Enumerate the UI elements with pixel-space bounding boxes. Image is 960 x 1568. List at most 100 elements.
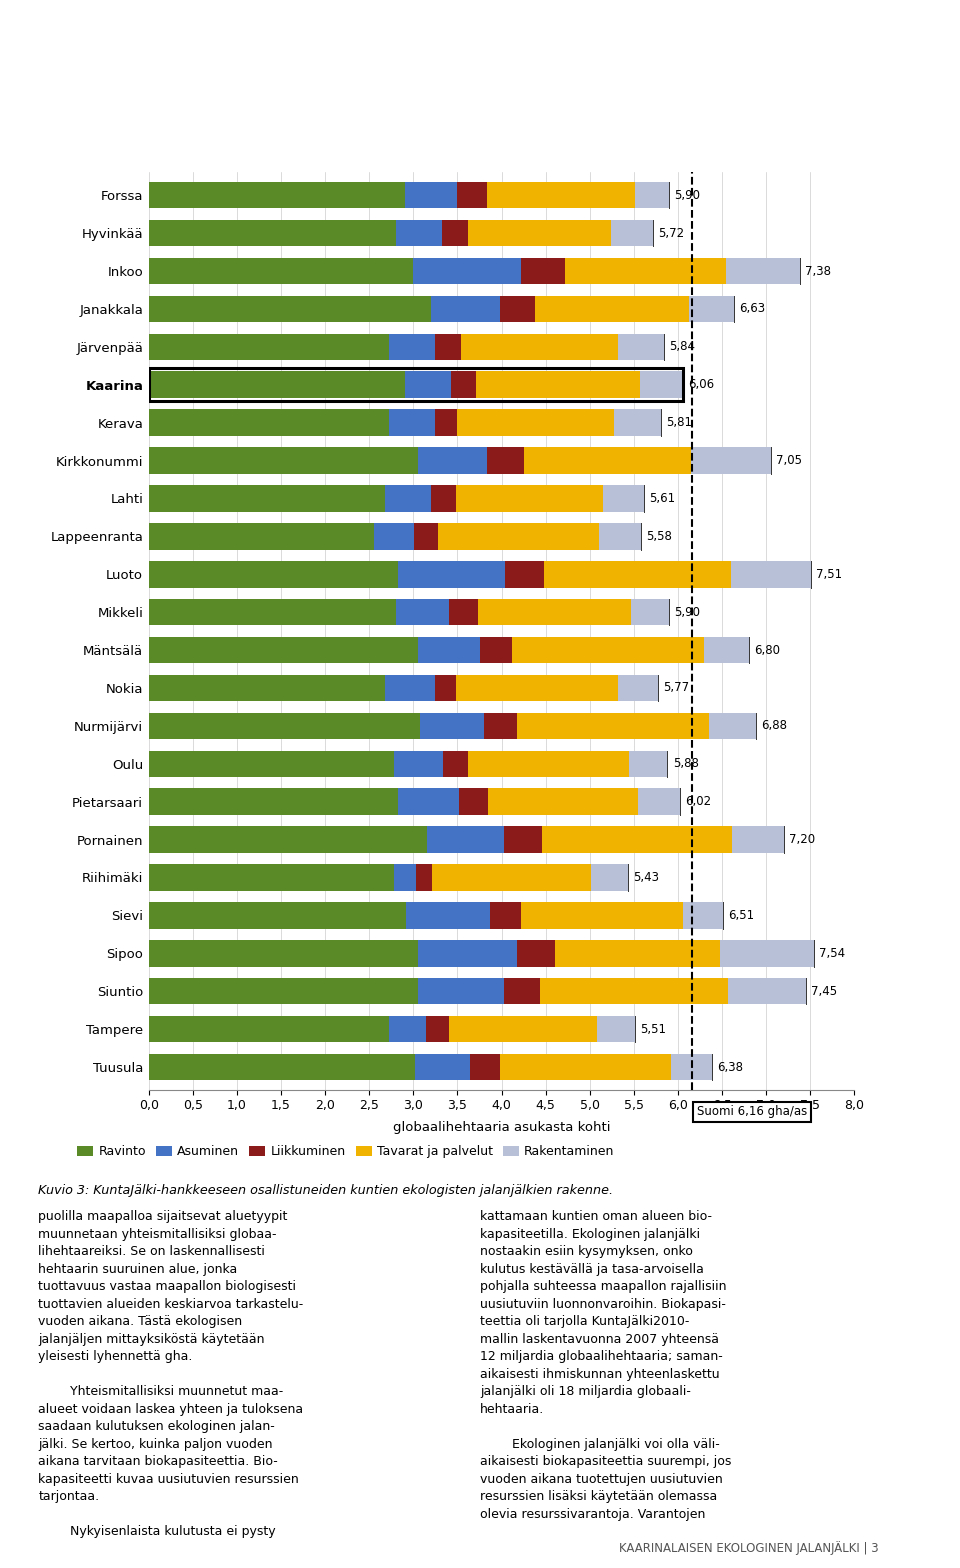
Bar	[468, 751, 629, 778]
Bar	[599, 524, 641, 550]
Text: kattamaan kuntien oman alueen bio-
kapasiteetilla. Ekologinen jalanjälki
nostaak: kattamaan kuntien oman alueen bio- kapas…	[480, 1210, 732, 1521]
Bar	[504, 978, 540, 1005]
Bar	[149, 220, 396, 246]
X-axis label: globaalihehtaaria asukasta kohti: globaalihehtaaria asukasta kohti	[393, 1121, 611, 1134]
Bar	[394, 751, 444, 778]
Bar	[435, 409, 458, 436]
Bar	[149, 485, 385, 511]
Bar	[397, 561, 505, 588]
Bar	[389, 334, 435, 361]
Bar	[418, 637, 480, 663]
Bar	[500, 1054, 671, 1080]
Bar	[373, 524, 415, 550]
Legend: Ravinto, Asuminen, Liikkuminen, Tavarat ja palvelut, Rakentaminen: Ravinto, Asuminen, Liikkuminen, Tavarat …	[74, 1142, 618, 1162]
Bar	[603, 485, 643, 511]
Bar	[432, 864, 590, 891]
Text: 7,20: 7,20	[789, 833, 815, 847]
Text: 5,84: 5,84	[669, 340, 695, 353]
Bar	[500, 296, 535, 321]
Text: 6,06: 6,06	[688, 378, 714, 392]
Bar	[544, 561, 731, 588]
Bar	[720, 941, 814, 966]
Text: 6,51: 6,51	[729, 909, 755, 922]
Bar	[480, 637, 513, 663]
Bar	[590, 864, 628, 891]
Bar	[149, 902, 406, 928]
Bar	[420, 712, 484, 739]
Bar	[635, 182, 669, 209]
Text: 6,80: 6,80	[754, 643, 780, 657]
Bar	[487, 447, 523, 474]
Bar	[149, 409, 389, 436]
Bar	[418, 941, 516, 966]
Bar	[414, 257, 521, 284]
Bar	[732, 826, 783, 853]
Bar	[435, 674, 456, 701]
Bar	[640, 372, 684, 398]
Bar	[415, 1054, 469, 1080]
Bar	[448, 599, 478, 626]
Bar	[149, 1054, 415, 1080]
Bar	[597, 1016, 635, 1043]
Bar	[149, 674, 385, 701]
Bar	[708, 712, 756, 739]
Bar	[451, 372, 476, 398]
Text: 6,63: 6,63	[739, 303, 765, 315]
Bar	[489, 789, 638, 815]
Bar	[385, 485, 431, 511]
Bar	[149, 978, 418, 1005]
Text: 5,90: 5,90	[675, 605, 701, 619]
Bar	[731, 561, 811, 588]
Bar	[458, 409, 613, 436]
Bar	[618, 334, 664, 361]
Text: 5,81: 5,81	[666, 416, 692, 430]
Bar	[149, 182, 404, 209]
Text: 7,51: 7,51	[816, 568, 843, 580]
Bar	[404, 372, 451, 398]
Bar	[613, 409, 661, 436]
Bar	[459, 789, 489, 815]
Bar	[431, 296, 500, 321]
Bar	[431, 485, 456, 511]
Bar	[396, 220, 442, 246]
Text: Kuvio 3: KuntaJälki-hankkeeseen osallistuneiden kuntien ekologisten jalanjälkien: Kuvio 3: KuntaJälki-hankkeeseen osallist…	[38, 1184, 613, 1196]
Bar	[442, 220, 468, 246]
Bar	[535, 296, 689, 321]
Text: 5,58: 5,58	[646, 530, 672, 543]
Bar	[726, 257, 800, 284]
Bar	[618, 674, 658, 701]
Bar	[149, 637, 418, 663]
Bar	[476, 372, 640, 398]
Bar	[504, 826, 542, 853]
Bar	[406, 902, 491, 928]
Bar	[438, 524, 599, 550]
Bar	[416, 864, 432, 891]
Text: Suomi 6,16 gha/as: Suomi 6,16 gha/as	[697, 1105, 807, 1118]
Bar	[468, 220, 611, 246]
Text: 5,90: 5,90	[675, 188, 701, 202]
Bar	[632, 599, 669, 626]
Text: 5,88: 5,88	[673, 757, 699, 770]
Bar	[689, 296, 733, 321]
Bar	[542, 826, 732, 853]
Bar	[513, 637, 705, 663]
Bar	[425, 1016, 448, 1043]
Bar	[565, 257, 726, 284]
Bar	[149, 941, 418, 966]
Text: 6,38: 6,38	[717, 1060, 743, 1074]
Text: 5,43: 5,43	[633, 870, 659, 884]
Bar	[149, 334, 389, 361]
Text: puolilla maapalloa sijaitsevat aluetyypit
muunnetaan yhteismitallisiksi globaa-
: puolilla maapalloa sijaitsevat aluetyypi…	[38, 1210, 303, 1538]
Text: 6,88: 6,88	[761, 720, 787, 732]
Bar	[729, 978, 805, 1005]
Bar	[149, 712, 420, 739]
Bar	[149, 524, 373, 550]
Bar	[435, 334, 461, 361]
Bar	[444, 751, 468, 778]
Bar	[149, 826, 426, 853]
Bar	[611, 220, 654, 246]
Bar	[149, 864, 394, 891]
Bar	[458, 182, 487, 209]
Bar	[404, 182, 458, 209]
Bar	[149, 789, 397, 815]
